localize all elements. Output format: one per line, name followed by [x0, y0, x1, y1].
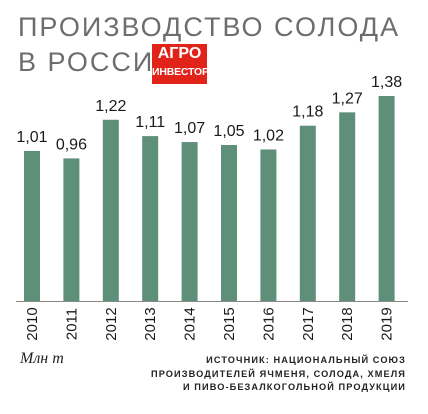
- value-label-2013: 1,11: [135, 114, 165, 131]
- x-tick-label-2012: 2012: [103, 307, 120, 340]
- value-label-2019: 1,38: [371, 74, 402, 91]
- source-line-2: ПРОИЗВОДИТЕЛЕЙ ЯЧМЕНЯ, СОЛОДА, ХМЕЛЯ: [151, 368, 406, 379]
- x-tick-label-2010: 2010: [24, 307, 41, 340]
- logo-text-bottom: ИНВЕСТОР: [152, 66, 209, 78]
- unit-label: Млн т: [20, 350, 64, 367]
- source-line-3: И ПИВО-БЕЗАЛКОГОЛЬНОЙ ПРОДУКЦИИ: [182, 382, 406, 392]
- x-tick-label-2014: 2014: [182, 307, 199, 340]
- x-tick-label-2018: 2018: [339, 307, 356, 340]
- x-tick-label-2013: 2013: [142, 307, 159, 340]
- chart-title-line2: В РОССИИ: [18, 47, 176, 77]
- bar-2019: [378, 96, 395, 301]
- value-label-2012: 1,22: [95, 98, 126, 115]
- x-tick-label-2017: 2017: [300, 307, 317, 340]
- logo-text-top: АГРО: [157, 45, 202, 62]
- value-label-2015: 1,05: [213, 123, 244, 140]
- bar-2016: [260, 149, 277, 301]
- value-label-2010: 1,01: [16, 129, 47, 146]
- source-note: ИСТОЧНИК: НАЦИОНАЛЬНЫЙ СОЮЗ ПРОИЗВОДИТЕЛ…: [106, 354, 406, 395]
- bar-2013: [142, 136, 159, 301]
- bar-2018: [339, 112, 356, 301]
- x-tick-label-2016: 2016: [260, 307, 277, 340]
- value-label-2014: 1,07: [174, 120, 205, 137]
- x-tick-label-2019: 2019: [379, 307, 396, 340]
- bar-2012: [102, 119, 119, 301]
- bar-2017: [299, 125, 316, 301]
- value-label-2016: 1,02: [253, 127, 284, 144]
- bar-2010: [24, 150, 40, 301]
- value-label-2011: 0,96: [56, 136, 87, 153]
- chart-title-line1: ПРОИЗВОДСТВО СОЛОДА: [18, 12, 401, 42]
- value-label-2018: 1,27: [332, 90, 363, 107]
- x-tick-label-2015: 2015: [221, 307, 238, 340]
- x-tick-label-2011: 2011: [63, 308, 80, 340]
- bar-2014: [181, 142, 198, 301]
- bar-2015: [221, 145, 237, 301]
- bar-2011: [63, 158, 80, 301]
- value-label-2017: 1,18: [292, 104, 323, 121]
- agroinvestor-logo: АГРО ИНВЕСТОР: [152, 44, 209, 84]
- source-line-1: ИСТОЧНИК: НАЦИОНАЛЬНЫЙ СОЮЗ: [206, 355, 406, 365]
